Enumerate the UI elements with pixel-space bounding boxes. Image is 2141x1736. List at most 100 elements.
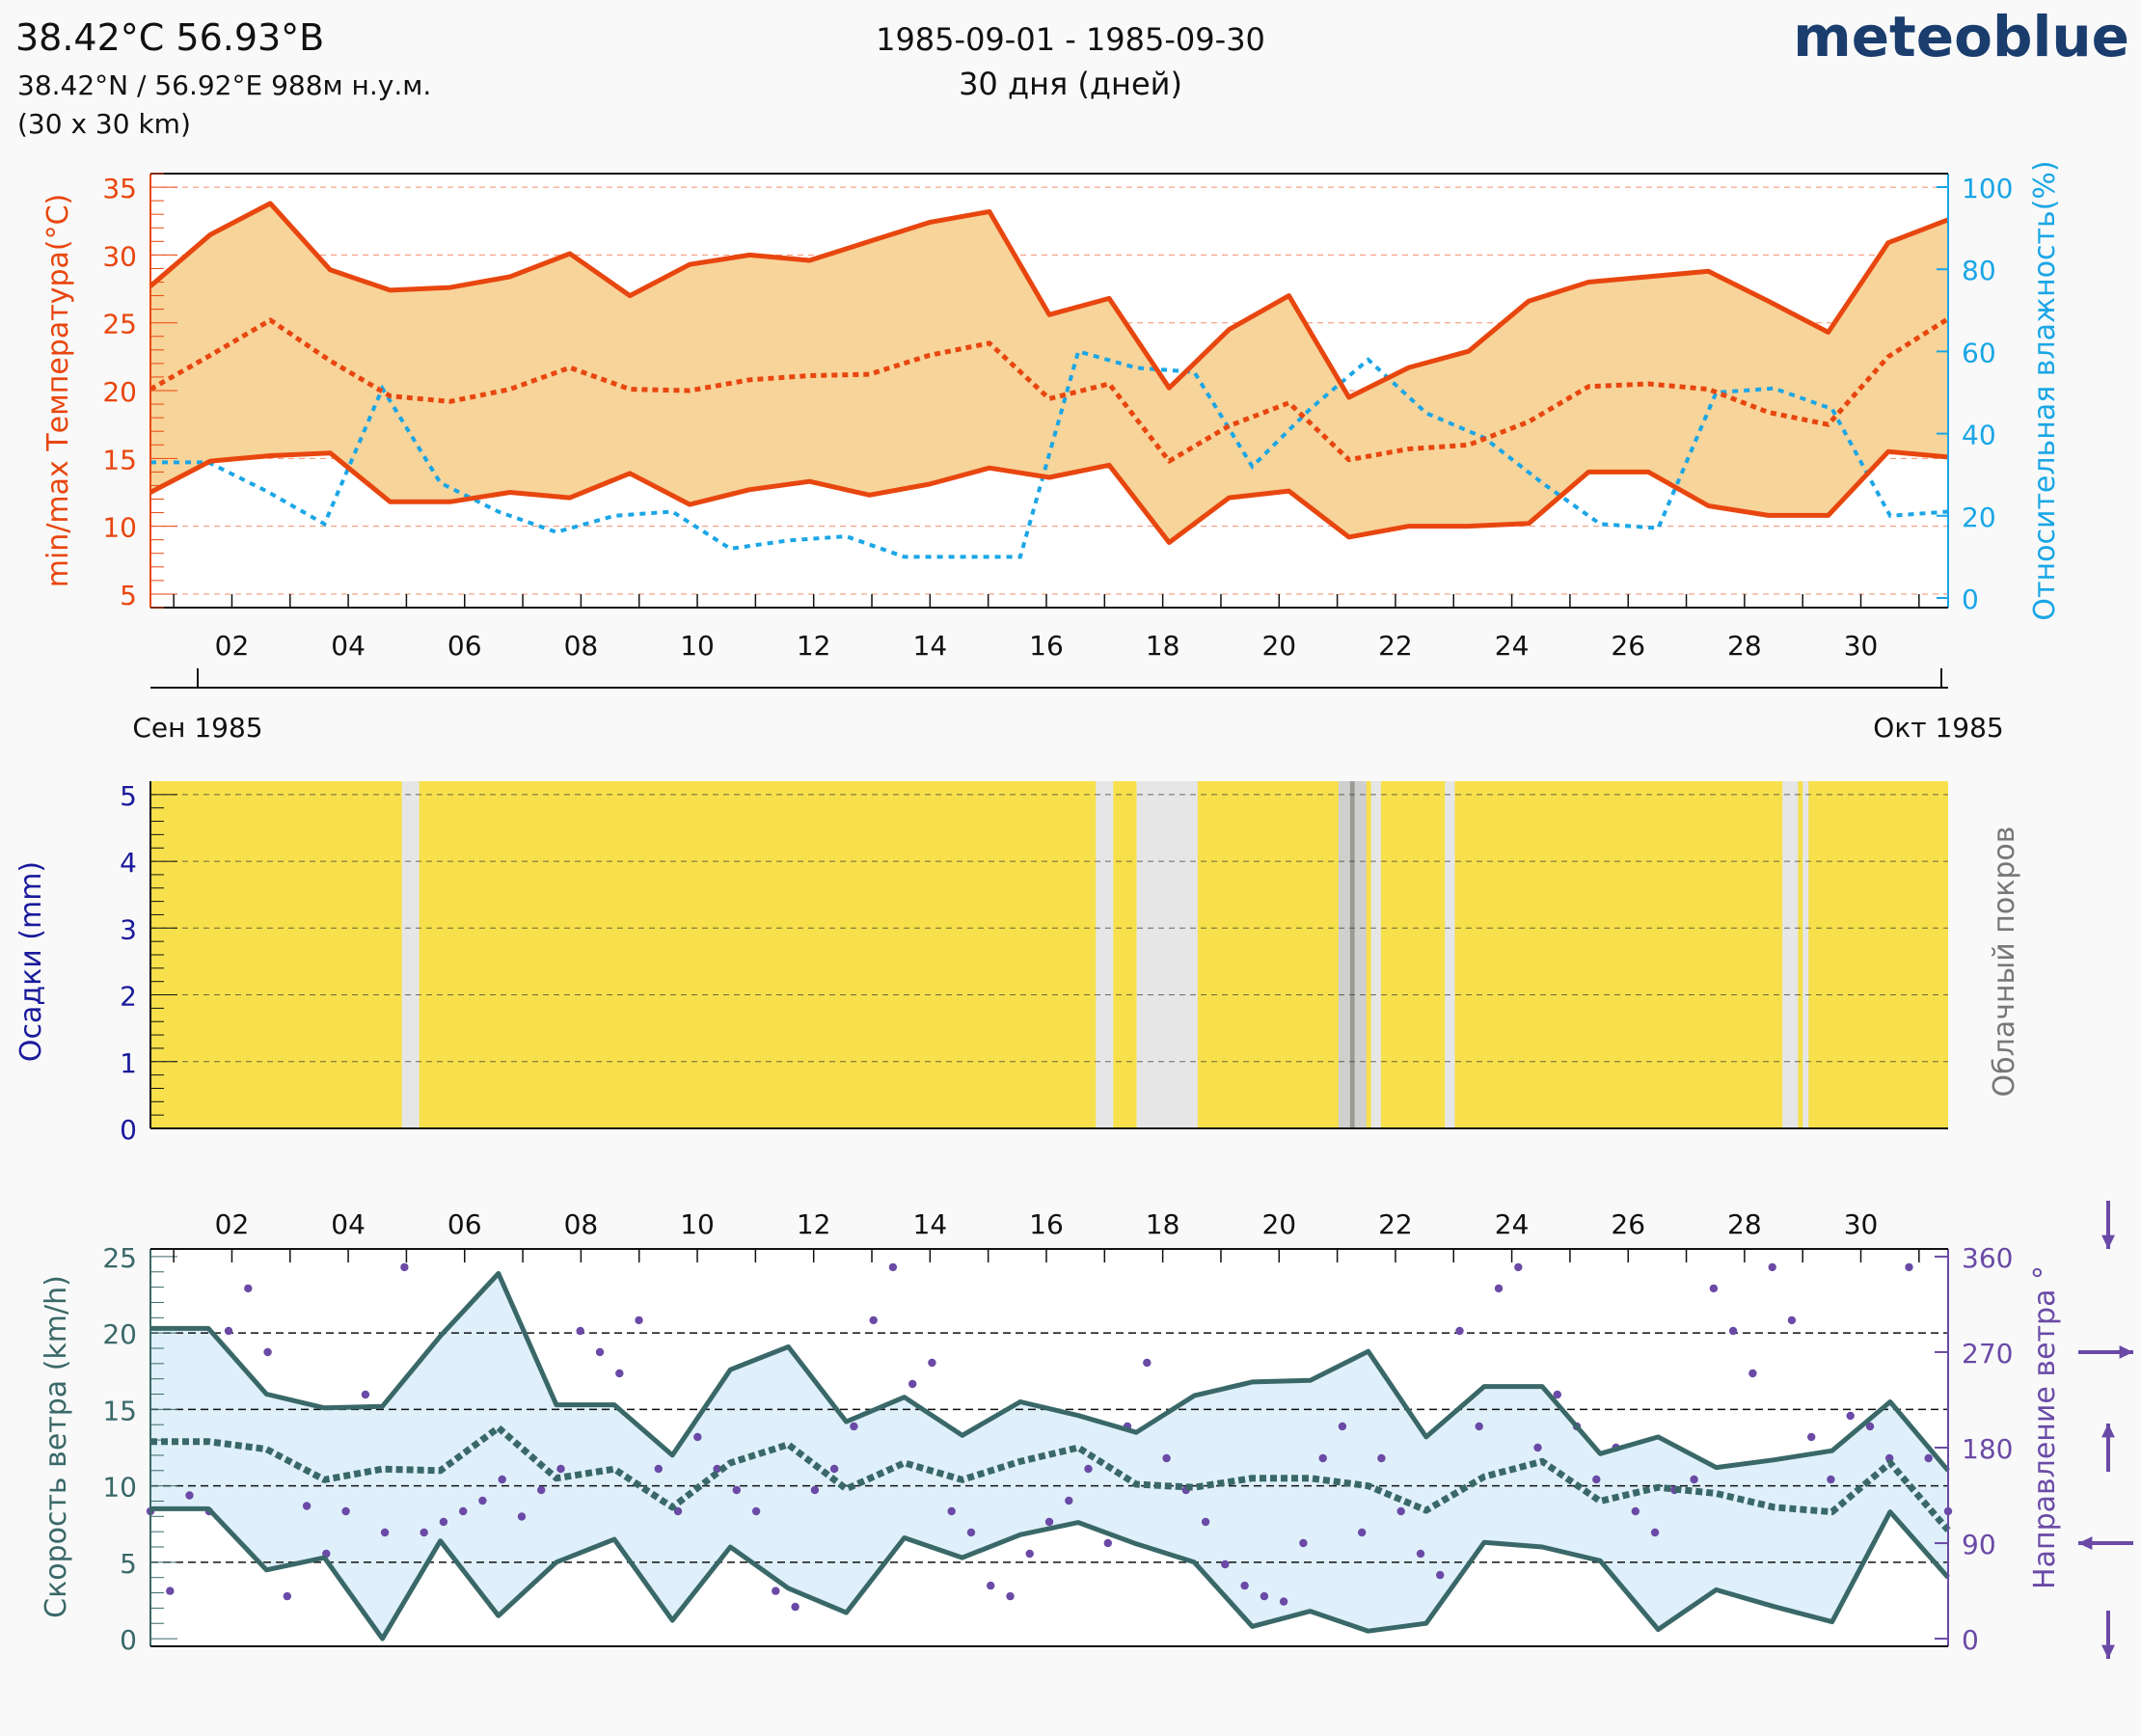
wind-direction-point — [517, 1512, 527, 1521]
wind-direction-point — [1221, 1560, 1230, 1569]
date-tick-label: 10 — [680, 630, 715, 662]
humidity-tick-label: 80 — [1962, 255, 1996, 286]
wind-direction-point — [772, 1587, 780, 1595]
wind-direction-point — [1533, 1443, 1542, 1452]
wind-direction-point — [1044, 1517, 1054, 1527]
cloud-cover-band — [1338, 781, 1350, 1128]
wind-direction-tick-label: 0 — [1962, 1624, 1979, 1656]
humidity-tick-label: 40 — [1962, 420, 1996, 451]
cloud-cover-band — [1349, 781, 1355, 1128]
date-tick-label: 30 — [1844, 630, 1879, 662]
wind-direction-point — [986, 1581, 995, 1590]
date-tick-label: 28 — [1727, 630, 1762, 662]
cloud-cover-band — [1445, 781, 1455, 1128]
wind-direction-point — [478, 1496, 487, 1505]
wind-direction-point — [791, 1602, 799, 1612]
wind-direction-point — [1514, 1262, 1523, 1272]
wind-speed-axis-title: Скорость ветра (km/h) — [40, 1275, 73, 1618]
date-tick-label: 04 — [331, 1208, 366, 1240]
wind-direction-point — [1475, 1422, 1483, 1431]
cloud-cover-band — [1782, 781, 1799, 1128]
date-tick-label: 12 — [797, 1208, 831, 1240]
date-tick-label: 24 — [1495, 1208, 1530, 1240]
temperature-tick-label: 25 — [102, 309, 137, 340]
wind-direction-point — [615, 1369, 624, 1378]
wind-speed-tick-label: 20 — [102, 1318, 137, 1350]
wind-direction-point — [850, 1422, 858, 1431]
wind-direction-point — [693, 1432, 702, 1442]
date-tick-label: 02 — [215, 630, 250, 662]
date-tick-label: 02 — [215, 1208, 250, 1240]
precipitation-tick-label: 0 — [120, 1114, 137, 1146]
humidity-tick-label: 100 — [1962, 173, 2013, 204]
wind-direction-point — [1807, 1432, 1816, 1442]
wind-direction-point — [869, 1316, 878, 1325]
wind-direction-point — [1494, 1284, 1504, 1293]
wind-direction-point — [1827, 1475, 1835, 1484]
direction-arrowhead — [2078, 1536, 2093, 1550]
humidity-axis-title: Относительная влажность(%) — [2028, 160, 2062, 620]
wind-direction-point — [1924, 1453, 1933, 1463]
temperature-axes: 5 10 15 20 25 30 35 0 20 40 60 80 100 02 04 06 08 10 12 14 1… — [102, 173, 2013, 662]
wind-direction-axis-title: Направление ветра ° — [2028, 1265, 2062, 1589]
wind-direction-point — [224, 1326, 233, 1336]
wind-direction-point — [947, 1506, 956, 1516]
date-tick-label: 20 — [1261, 1208, 1296, 1240]
precipitation-tick-label: 4 — [120, 847, 137, 879]
wind-direction-point — [1650, 1528, 1660, 1537]
wind-direction-point — [263, 1347, 272, 1357]
wind-direction-point — [166, 1587, 175, 1595]
wind-direction-point — [498, 1475, 506, 1484]
brand-logo: meteoblue — [1793, 4, 2129, 69]
wind-direction-point — [1592, 1475, 1601, 1484]
wind-direction-point — [1065, 1496, 1073, 1505]
wind-direction-point — [1201, 1517, 1210, 1527]
precipitation-panel: 0 1 2 3 4 5 Осадки (mm) Облачный покров — [14, 780, 2021, 1146]
wind-max-line — [150, 1270, 1950, 1473]
precipitation-axis-title: Осадки (mm) — [14, 861, 48, 1062]
wind-direction-arrows — [2078, 1201, 2133, 1659]
precipitation-tick-label: 3 — [120, 913, 137, 945]
wind-direction-point — [283, 1591, 291, 1601]
wind-axes: 0 5 10 15 20 25 0 90 180 270 360 02 04 06 08 10 12 14 16 18… — [102, 1208, 2013, 1656]
date-range: 1985-09-01 - 1985-09-30 — [876, 21, 1265, 58]
precipitation-tick-label: 1 — [120, 1047, 137, 1079]
wind-direction-point — [654, 1464, 663, 1474]
wind-range-band — [150, 1273, 1948, 1640]
wind-direction-point — [966, 1528, 976, 1537]
wind-direction-point — [829, 1464, 839, 1474]
cloud-cover-band — [1370, 781, 1381, 1128]
date-tick-label: 12 — [797, 630, 831, 662]
date-tick-label: 06 — [447, 1208, 482, 1240]
date-tick-label: 18 — [1146, 1208, 1180, 1240]
date-tick-label: 26 — [1611, 630, 1645, 662]
month-axis: Сен 1985 Окт 1985 — [132, 668, 2004, 744]
temperature-tick-label: 20 — [102, 376, 137, 408]
temperature-tick-label: 5 — [120, 580, 137, 611]
wind-direction-point — [1279, 1597, 1288, 1606]
wind-direction-point — [1709, 1284, 1719, 1293]
date-tick-label: 26 — [1611, 1208, 1645, 1240]
cloud-cover-axis-title: Облачный покров — [1988, 827, 2021, 1098]
humidity-line — [150, 348, 1949, 559]
wind-direction-point — [537, 1485, 546, 1495]
wind-direction-point — [1143, 1358, 1152, 1368]
wind-direction-point — [1260, 1591, 1269, 1601]
duration: 30 дня (дней) — [959, 66, 1182, 102]
temperature-mean-line — [149, 316, 1950, 464]
direction-arrowhead — [2101, 1234, 2115, 1249]
wind-direction-point — [1006, 1591, 1015, 1601]
wind-direction-tick-label: 270 — [1962, 1338, 2013, 1370]
date-tick-label: 20 — [1261, 630, 1296, 662]
wind-min-line — [150, 1505, 1950, 1641]
wind-direction-point — [459, 1506, 468, 1516]
month-end-label: Окт 1985 — [1873, 712, 2003, 744]
temperature-range-band — [150, 203, 1948, 543]
wind-direction-point — [1728, 1326, 1738, 1336]
date-tick-label: 10 — [680, 1208, 715, 1240]
date-tick-label: 14 — [913, 630, 948, 662]
direction-arrowhead — [2101, 1424, 2115, 1438]
wind-direction-point — [341, 1506, 350, 1516]
date-tick-label: 04 — [331, 630, 366, 662]
wind-direction-point — [1455, 1326, 1464, 1336]
